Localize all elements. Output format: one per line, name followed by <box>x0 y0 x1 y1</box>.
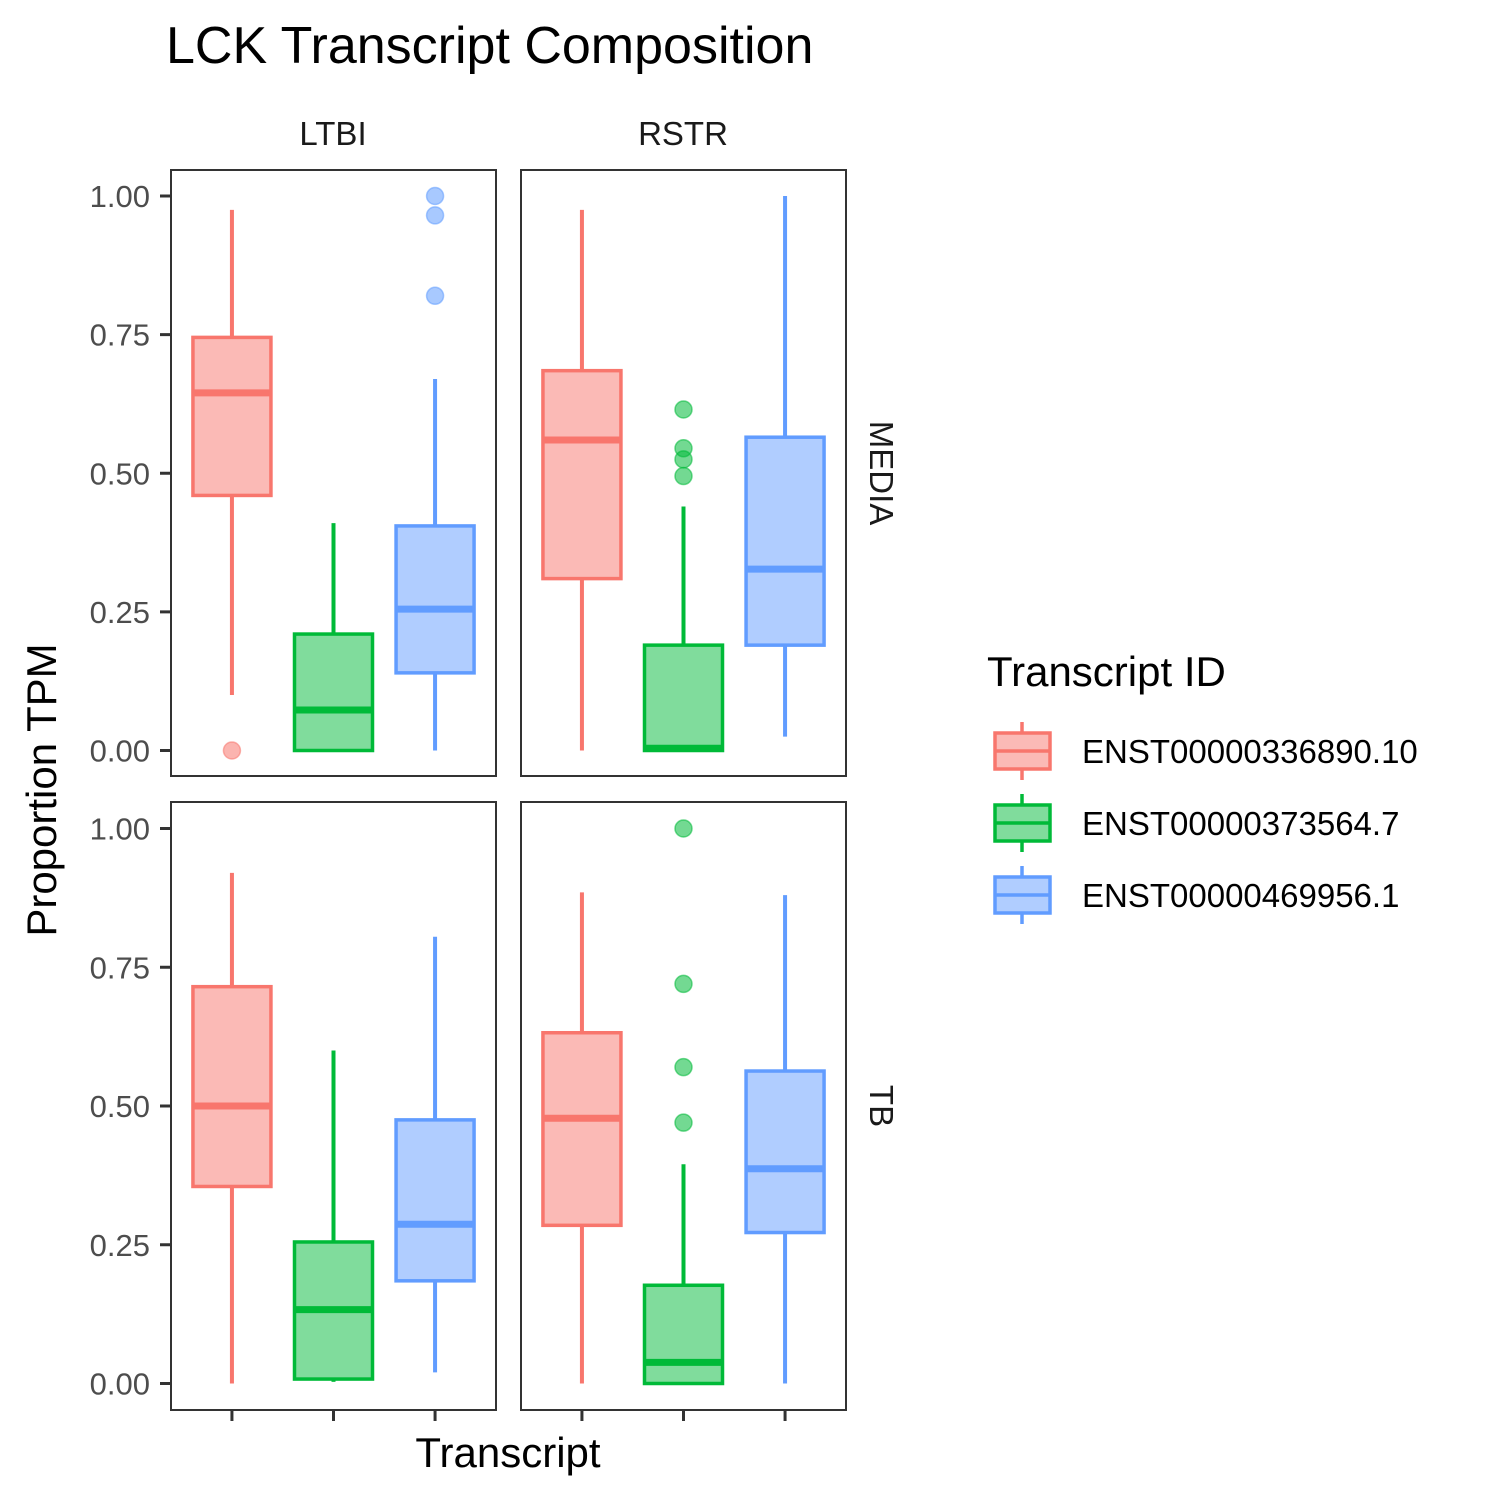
outlier-point <box>674 819 693 838</box>
iqr-box <box>744 435 826 647</box>
outlier-point <box>674 466 693 486</box>
y-tick-label: 0.25 <box>90 595 150 630</box>
outlier-point <box>425 186 445 206</box>
box-enst00000469956-1 <box>394 186 476 751</box>
outlier-point <box>674 400 693 419</box>
iqr-box <box>642 1283 725 1386</box>
legend-title: Transcript ID <box>987 648 1226 695</box>
legend-label: ENST00000373564.7 <box>1082 805 1399 842</box>
box-enst00000336890-10 <box>191 209 273 760</box>
facet-label-media: MEDIA <box>863 421 900 526</box>
box-enst00000469956-1 <box>394 936 476 1373</box>
iqr-box <box>191 984 273 1189</box>
outlier-point <box>425 206 445 225</box>
y-tick-label: 0.75 <box>90 318 150 353</box>
y-axis-media: 0.00 0.25 0.50 0.75 1.00 <box>90 179 171 769</box>
box-enst00000373564-7 <box>292 523 375 753</box>
outlier-point <box>674 439 693 458</box>
iqr-box <box>394 1118 476 1283</box>
y-tick-label: 0.00 <box>90 1367 150 1402</box>
box-enst00000373564-7 <box>642 400 725 753</box>
y-tick-label: 0.25 <box>90 1228 150 1263</box>
y-tick-label: 0.00 <box>90 734 150 769</box>
x-axis-ltbi <box>230 1410 437 1421</box>
y-tick-label: 1.00 <box>90 812 150 847</box>
outlier-point <box>425 286 445 306</box>
facet-panels <box>170 169 847 1411</box>
iqr-box <box>541 1030 623 1228</box>
legend: Transcript ID ENST00000336890.10ENST0000… <box>987 648 1418 924</box>
box-enst00000469956-1 <box>744 196 826 737</box>
facet-label-ltbi: LTBI <box>299 115 366 152</box>
x-axis-rstr <box>580 1410 787 1421</box>
y-tick-label: 0.50 <box>90 456 150 491</box>
iqr-box <box>394 524 476 675</box>
box-enst00000373564-7 <box>642 819 725 1386</box>
legend-entries: ENST00000336890.10 ENST00000373564.7 ENST0… <box>993 722 1418 924</box>
chart-title: LCK Transcript Composition <box>166 17 813 75</box>
outlier-point <box>674 974 693 994</box>
box-enst00000336890-10 <box>191 872 273 1384</box>
panel-rstr-tb <box>520 801 847 1411</box>
facet-label-tb: TB <box>863 1085 900 1127</box>
box-enst00000336890-10 <box>541 209 623 751</box>
y-axis-tb: 0.00 0.25 0.50 0.75 1.00 <box>90 812 171 1402</box>
iqr-box <box>642 643 725 753</box>
legend-label: ENST00000469956.1 <box>1082 877 1399 914</box>
box-enst00000336890-10 <box>541 892 623 1384</box>
outlier-point <box>674 1057 693 1077</box>
outlier-point <box>222 741 242 760</box>
legend-label: ENST00000336890.10 <box>1082 733 1418 770</box>
facet-label-rstr: RSTR <box>638 115 728 152</box>
iqr-box <box>541 368 623 581</box>
y-axis-title: Proportion TPM <box>18 643 65 936</box>
iqr-box <box>191 335 273 498</box>
panel-border <box>520 169 847 777</box>
box-enst00000469956-1 <box>744 895 826 1384</box>
iqr-box <box>292 632 375 753</box>
y-tick-label: 0.75 <box>90 950 150 985</box>
legend-entry-enst00000469956-1: ENST00000469956.1 <box>993 866 1399 924</box>
panel-rstr-media <box>520 169 847 777</box>
box-enst00000373564-7 <box>292 1050 375 1382</box>
legend-entry-enst00000373564-7: ENST00000373564.7 <box>993 794 1399 852</box>
y-tick-label: 0.50 <box>90 1089 150 1124</box>
outlier-point <box>674 1113 693 1132</box>
legend-entry-enst00000336890-10: ENST00000336890.10 <box>993 722 1418 780</box>
x-axis-title: Transcript <box>415 1429 600 1476</box>
axes: 0.00 0.25 0.50 0.75 1.00 0.00 0.25 0.50 0.75 1.00 <box>90 179 787 1421</box>
y-tick-label: 1.00 <box>90 179 150 214</box>
panel-ltbi-media <box>170 169 497 777</box>
iqr-box <box>744 1069 826 1235</box>
panel-ltbi-tb <box>170 801 497 1411</box>
